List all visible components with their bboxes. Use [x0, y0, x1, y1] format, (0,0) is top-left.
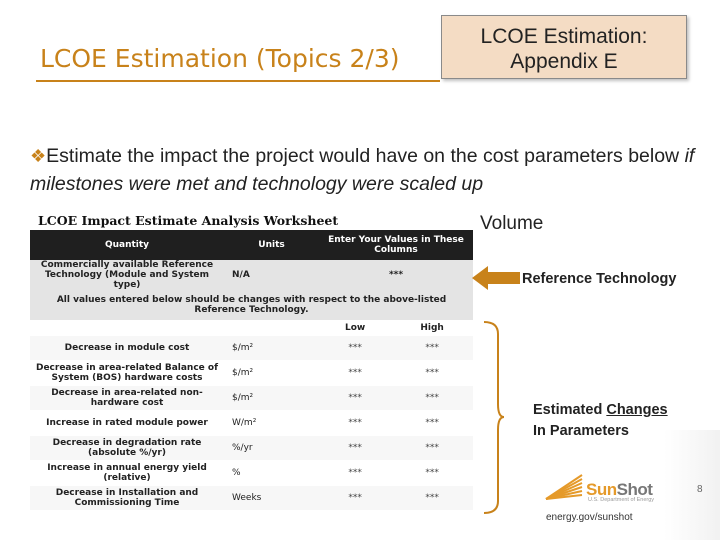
row-high-value[interactable]: *** [391, 385, 473, 411]
appendix-line-2: Appendix E [510, 50, 618, 73]
diamond-bullet-icon: ❖ [30, 146, 47, 166]
table-row: Increase in annual energy yield (relativ… [30, 460, 473, 486]
sunshot-shot: Shot [616, 480, 653, 499]
row-low-value[interactable]: *** [319, 385, 392, 411]
row-units: %/yr [224, 435, 319, 461]
row-high-value[interactable]: *** [391, 460, 473, 486]
reference-technology-label: Reference Technology [522, 271, 677, 287]
note-text: All values entered below should be chang… [30, 290, 473, 320]
row-quantity: Increase in rated module power [30, 410, 224, 436]
appendix-line-1: LCOE Estimation: [480, 25, 648, 48]
note-row: All values entered below should be chang… [30, 290, 473, 320]
row-quantity: Decrease in module cost [30, 335, 224, 361]
worksheet-table: Quantity Units Enter Your Values in Thes… [30, 230, 473, 510]
sunshot-wordmark: SunShot [586, 480, 653, 500]
table-row: Decrease in Installation and Commissioni… [30, 485, 473, 510]
high-label: High [420, 322, 444, 333]
low-label: Low [344, 322, 366, 333]
left-arrow-icon [472, 266, 520, 290]
changes-text-2: In Parameters [533, 423, 629, 439]
row-high-value[interactable]: *** [391, 360, 473, 386]
sunshot-sun: Sun [586, 480, 617, 499]
sunshot-subtitle: U.S. Department of Energy [588, 497, 655, 503]
row-high-value[interactable]: *** [391, 335, 473, 361]
worksheet-title: LCOE Impact Estimate Analysis Worksheet [38, 213, 339, 228]
row-quantity: Decrease in degradation rate (absolute %… [30, 435, 224, 461]
row-high-value[interactable]: *** [391, 410, 473, 436]
row-low-value[interactable]: *** [319, 485, 392, 510]
volume-label: Volume [480, 213, 544, 234]
row-units: $/m² [224, 385, 319, 411]
reference-quantity: Commercially available Reference Technol… [30, 260, 224, 290]
estimated-changes-label: Estimated Changes In Parameters [533, 400, 668, 442]
reference-row: Commercially available Reference Technol… [30, 260, 473, 290]
row-low-value[interactable]: *** [319, 435, 392, 461]
row-units: $/m² [224, 360, 319, 386]
row-low-value[interactable]: *** [319, 460, 392, 486]
row-units: Weeks [224, 485, 319, 510]
row-units: W/m² [224, 410, 319, 436]
row-quantity: Increase in annual energy yield (relativ… [30, 460, 224, 486]
low-high-row: Low High [30, 320, 473, 336]
header-units: Units [224, 230, 319, 260]
table-header-row: Quantity Units Enter Your Values in Thes… [30, 230, 473, 260]
row-units: $/m² [224, 335, 319, 361]
bullet-text: Estimate the impact the project would ha… [46, 145, 685, 167]
reference-units: N/A [224, 260, 319, 290]
title-underline [36, 80, 440, 82]
table-row: Decrease in module cost $/m² *** *** [30, 335, 473, 361]
bullet-point: ❖Estimate the impact the project would h… [30, 142, 710, 198]
row-quantity: Decrease in Installation and Commissioni… [30, 485, 224, 510]
appendix-callout: LCOE Estimation: Appendix E [441, 15, 687, 79]
row-high-value[interactable]: *** [391, 435, 473, 461]
row-high-value[interactable]: *** [391, 485, 473, 510]
bracket-icon [483, 321, 504, 514]
row-quantity: Decrease in area-related Balance of Syst… [30, 360, 224, 386]
row-low-value[interactable]: *** [319, 335, 392, 361]
slide-title: LCOE Estimation (Topics 2/3) [40, 44, 400, 73]
lcoe-worksheet: LCOE Impact Estimate Analysis Worksheet … [30, 210, 473, 514]
page-number: 8 [697, 484, 703, 495]
row-quantity: Decrease in area-related non-hardware co… [30, 385, 224, 411]
reference-value[interactable]: *** [319, 260, 473, 290]
row-low-value[interactable]: *** [319, 410, 392, 436]
table-row: Decrease in area-related Balance of Syst… [30, 360, 473, 386]
bullet-italic-text: if milestones were met and technology we… [30, 145, 695, 195]
table-row: Increase in rated module power W/m² *** … [30, 410, 473, 436]
changes-text-underlined: Changes [606, 402, 668, 418]
row-units: % [224, 460, 319, 486]
table-row: Decrease in degradation rate (absolute %… [30, 435, 473, 461]
table-row: Decrease in area-related non-hardware co… [30, 385, 473, 411]
header-values: Enter Your Values in These Columns [319, 230, 473, 260]
header-quantity: Quantity [30, 230, 224, 260]
sunshot-logo-icon [545, 474, 583, 500]
footer-shade [664, 430, 720, 540]
changes-text-1: Estimated [533, 402, 607, 418]
row-low-value[interactable]: *** [319, 360, 392, 386]
footer-url[interactable]: energy.gov/sunshot [546, 512, 633, 523]
